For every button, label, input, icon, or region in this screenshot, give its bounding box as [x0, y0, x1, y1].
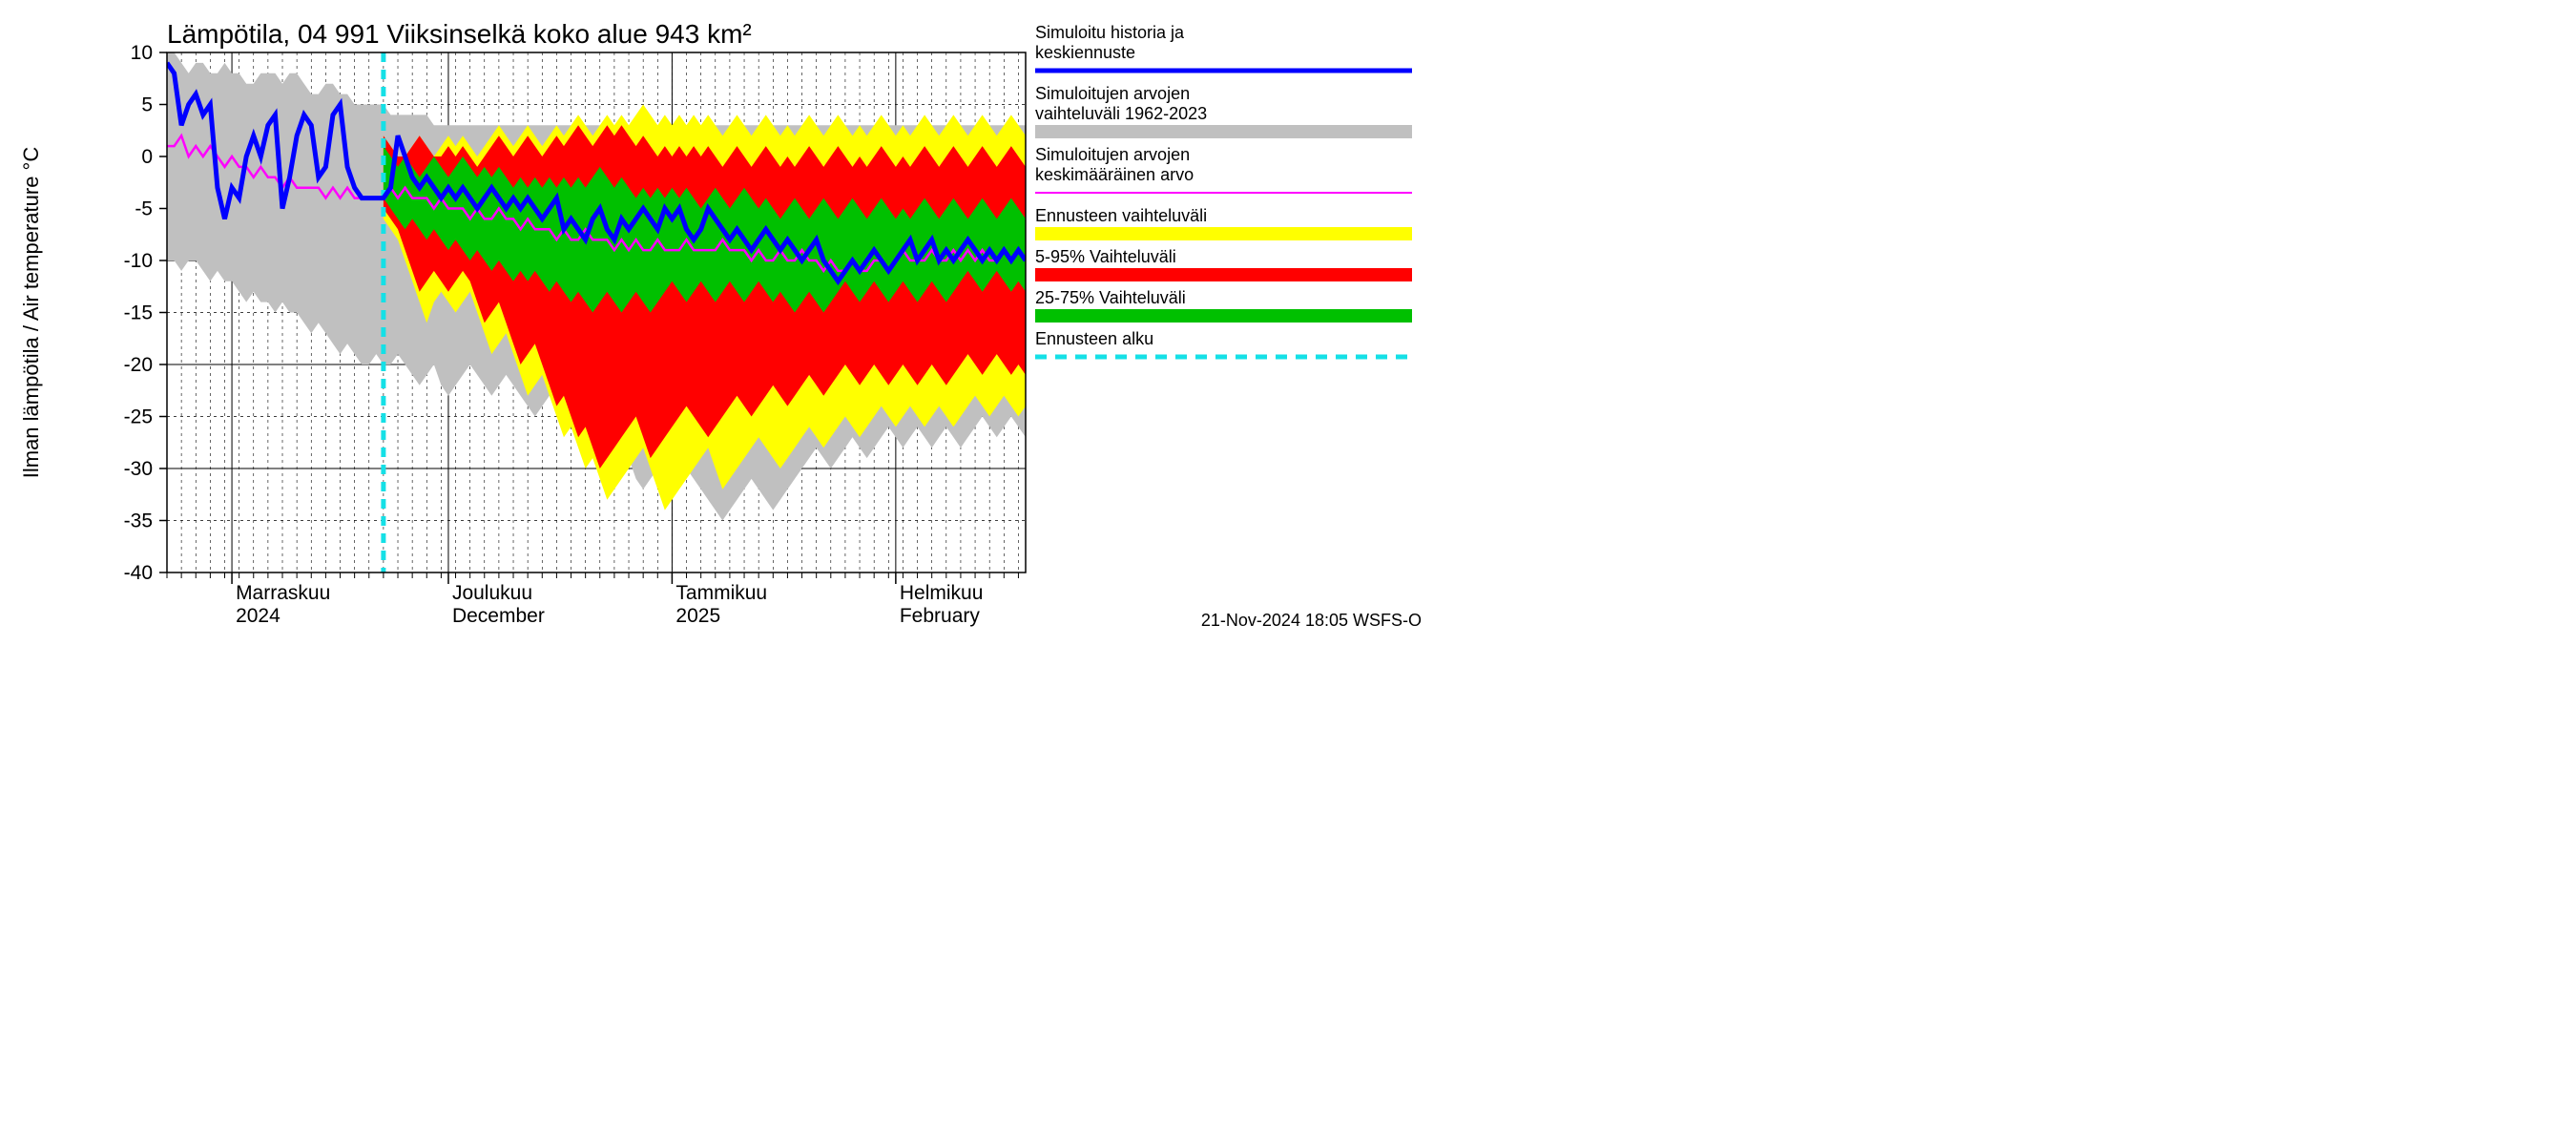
y-tick-label: -40 — [124, 562, 153, 584]
legend-label: keskiennuste — [1035, 43, 1135, 62]
legend-swatch — [1035, 227, 1412, 240]
legend-label: keskimääräinen arvo — [1035, 165, 1194, 184]
y-tick-label: -15 — [124, 302, 153, 324]
legend-label: 25-75% Vaihteluväli — [1035, 288, 1186, 307]
y-tick-label: 0 — [141, 146, 153, 168]
legend-label: 5-95% Vaihteluväli — [1035, 247, 1176, 266]
legend-label: Ennusteen vaihteluväli — [1035, 206, 1207, 225]
legend-label: Simuloitu historia ja — [1035, 23, 1185, 42]
x-month-sublabel: December — [452, 605, 545, 627]
y-tick-label: -25 — [124, 406, 153, 428]
legend-swatch — [1035, 268, 1412, 281]
chart-title: Lämpötila, 04 991 Viiksinselkä koko alue… — [167, 19, 752, 49]
x-month-label: Marraskuu — [236, 582, 330, 604]
x-month-sublabel: February — [900, 605, 981, 627]
legend-swatch — [1035, 125, 1412, 138]
y-tick-label: -30 — [124, 458, 153, 480]
legend-label: Simuloitujen arvojen — [1035, 84, 1190, 103]
temperature-forecast-chart: 1050-5-10-15-20-25-30-35-40 Marraskuu202… — [0, 0, 1431, 635]
y-tick-label: -35 — [124, 510, 153, 532]
legend-swatch — [1035, 309, 1412, 323]
legend-label: Simuloitujen arvojen — [1035, 145, 1190, 164]
footer-timestamp: 21-Nov-2024 18:05 WSFS-O — [1201, 611, 1422, 630]
x-month-label: Tammikuu — [675, 582, 767, 604]
legend-label: vaihteluväli 1962-2023 — [1035, 104, 1207, 123]
x-month-sublabel: 2024 — [236, 605, 280, 627]
y-tick-label: -5 — [135, 198, 153, 220]
y-tick-label: -10 — [124, 250, 153, 272]
x-month-label: Helmikuu — [900, 582, 984, 604]
y-tick-label: -20 — [124, 354, 153, 376]
y-axis-label: Ilman lämpötila / Air temperature °C — [19, 147, 43, 479]
x-month-label: Joulukuu — [452, 582, 532, 604]
y-tick-label: 5 — [141, 94, 153, 116]
x-month-sublabel: 2025 — [675, 605, 720, 627]
y-tick-label: 10 — [131, 42, 153, 64]
legend-label: Ennusteen alku — [1035, 329, 1153, 348]
